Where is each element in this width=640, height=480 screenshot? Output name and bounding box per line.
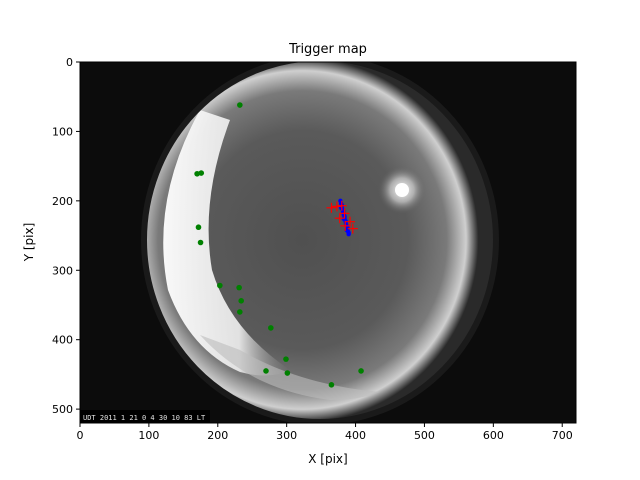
sky-image: UDT 2011 1 21 0 4 30 10 83 LT <box>80 62 576 423</box>
x-tick-label: 0 <box>77 429 84 442</box>
plus-point <box>326 202 337 213</box>
green-point <box>195 224 202 231</box>
plot-frame <box>79 61 577 424</box>
moon <box>395 183 409 197</box>
green-point <box>283 356 289 362</box>
plus-point <box>331 201 342 212</box>
timestamp-bar <box>80 410 210 423</box>
x-axis: 0 100 200 300 400 500 600 700 <box>77 423 573 442</box>
x-tick-label: 100 <box>138 429 159 442</box>
green-point <box>268 325 274 331</box>
x-tick-label: 700 <box>552 429 573 442</box>
chart-title: Trigger map <box>288 42 367 57</box>
y-tick-label: 0 <box>66 56 73 69</box>
series-0 <box>194 102 364 388</box>
green-point <box>198 170 205 176</box>
y-tick-label: 500 <box>52 403 73 416</box>
x-tick-label: 400 <box>345 429 366 442</box>
blue-point <box>341 216 347 222</box>
y-tick-label: 100 <box>52 125 73 138</box>
green-point <box>237 309 243 315</box>
plus-point <box>340 220 351 231</box>
plus-point <box>345 216 356 227</box>
plus-point <box>347 223 358 234</box>
x-tick-label: 600 <box>483 429 504 442</box>
horizon-glow-south <box>200 335 380 400</box>
plus-point <box>336 200 347 211</box>
green-point <box>236 284 242 291</box>
green-point <box>197 239 204 246</box>
y-axis-label: Y [pix] <box>22 223 36 263</box>
timestamp-overlay: UDT 2011 1 21 0 4 30 10 83 LT <box>83 414 206 422</box>
y-tick-label: 200 <box>52 195 73 208</box>
horizon-glow-west <box>163 110 290 376</box>
green-point <box>284 370 291 376</box>
green-point <box>263 368 269 374</box>
plus-point <box>339 208 350 219</box>
green-point <box>217 282 223 289</box>
y-tick-label: 300 <box>52 264 73 277</box>
y-axis: 0 100 200 300 400 500 <box>52 56 80 416</box>
x-axis-label: X [pix] <box>308 452 347 466</box>
green-point <box>328 382 335 388</box>
x-tick-label: 200 <box>207 429 228 442</box>
green-point <box>358 368 364 374</box>
green-point <box>237 102 243 108</box>
x-tick-label: 300 <box>276 429 297 442</box>
y-tick-label: 400 <box>52 334 73 347</box>
green-point <box>194 170 200 177</box>
marks-layer <box>194 102 364 388</box>
x-tick-label: 500 <box>414 429 435 442</box>
series-2 <box>326 200 358 234</box>
green-point <box>238 298 244 304</box>
horizon-rim <box>141 62 499 423</box>
plus-point <box>334 213 345 224</box>
